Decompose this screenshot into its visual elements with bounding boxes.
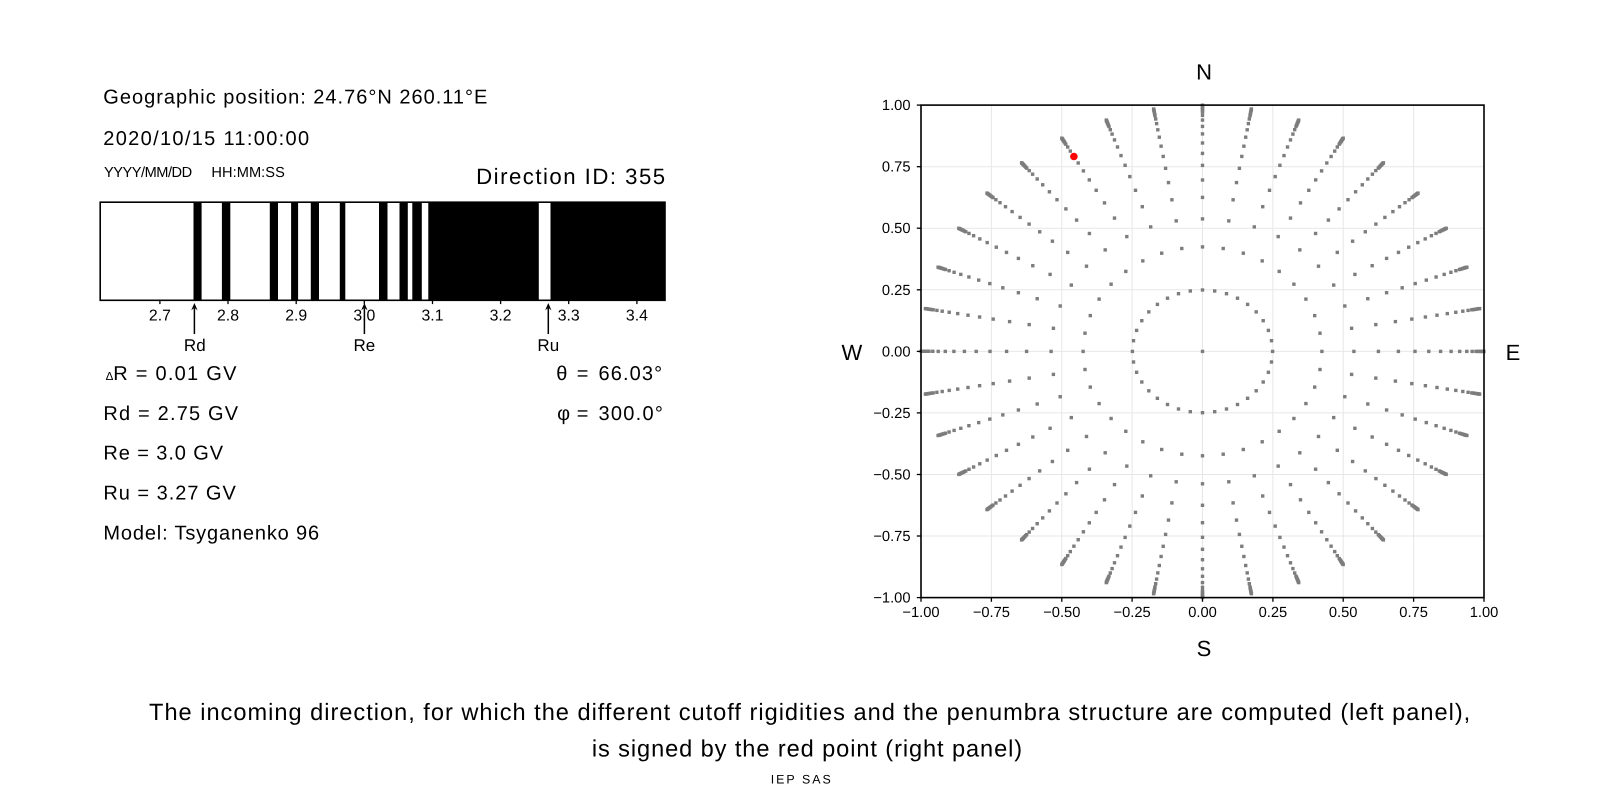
svg-text:R = 0.01 GV: R = 0.01 GV [113, 363, 237, 385]
svg-text:Rd: Rd [184, 336, 206, 355]
svg-text:Δ: Δ [106, 370, 115, 383]
svg-text:−0.50: −0.50 [873, 468, 910, 484]
svg-text:3.1: 3.1 [422, 307, 444, 324]
svg-text:0.00: 0.00 [1188, 605, 1217, 621]
svg-text:Re = 3.0 GV: Re = 3.0 GV [103, 443, 224, 465]
svg-text:−0.25: −0.25 [1114, 605, 1151, 621]
svg-text:−0.75: −0.75 [873, 529, 910, 545]
svg-text:Rd = 2.75 GV: Rd = 2.75 GV [103, 403, 239, 425]
svg-text:0.50: 0.50 [1329, 605, 1358, 621]
svg-text:−0.75: −0.75 [973, 605, 1010, 621]
svg-text:E: E [1506, 340, 1521, 365]
svg-text:Geographic position: 24.76°N 2: Geographic position: 24.76°N 260.11°E [103, 86, 488, 108]
svg-text:The incoming direction, for wh: The incoming direction, for which the di… [149, 700, 1471, 726]
svg-text:W: W [842, 340, 863, 365]
svg-text:Re: Re [354, 336, 376, 355]
svg-text:3.3: 3.3 [558, 307, 580, 324]
svg-text:1.00: 1.00 [882, 98, 911, 114]
svg-text:3.4: 3.4 [626, 307, 648, 324]
svg-text:0.25: 0.25 [1259, 605, 1288, 621]
svg-text:2.7: 2.7 [149, 307, 171, 324]
svg-text:φ=300.0°: φ = 300.0° [557, 403, 664, 425]
svg-text:−0.25: −0.25 [873, 406, 910, 422]
svg-text:−1.00: −1.00 [873, 591, 910, 607]
svg-text:2020/10/15 11:00:00: 2020/10/15 11:00:00 [103, 128, 310, 150]
svg-text:N: N [1196, 60, 1212, 85]
svg-text:YYYY/MM/DD: YYYY/MM/DD [104, 165, 192, 181]
svg-text:HH:MM:SS: HH:MM:SS [211, 165, 285, 181]
svg-text:−0.50: −0.50 [1043, 605, 1080, 621]
svg-text:−1.00: −1.00 [902, 605, 939, 621]
svg-text:Ru = 3.27 GV: Ru = 3.27 GV [103, 483, 236, 505]
svg-text:0.75: 0.75 [882, 160, 911, 176]
svg-text:0.00: 0.00 [882, 344, 911, 360]
svg-text:0.50: 0.50 [882, 221, 911, 237]
svg-text:2.9: 2.9 [285, 307, 307, 324]
svg-text:2.8: 2.8 [217, 307, 239, 324]
svg-text:0.25: 0.25 [882, 283, 911, 299]
svg-text:0.75: 0.75 [1399, 605, 1428, 621]
svg-text:1.00: 1.00 [1470, 605, 1499, 621]
svg-text:Direction ID: 355: Direction ID: 355 [476, 164, 666, 189]
svg-text:is signed by the red point (ri: is signed by the red point (right panel) [592, 737, 1023, 763]
svg-text:θ=66.03°: θ = 66.03° [556, 363, 663, 385]
svg-text:3.2: 3.2 [490, 307, 512, 324]
svg-text:IEP SAS: IEP SAS [771, 772, 833, 786]
svg-text:S: S [1197, 636, 1212, 661]
svg-text:Ru: Ru [537, 336, 559, 355]
svg-text:Model: Tsyganenko 96: Model: Tsyganenko 96 [103, 522, 320, 544]
